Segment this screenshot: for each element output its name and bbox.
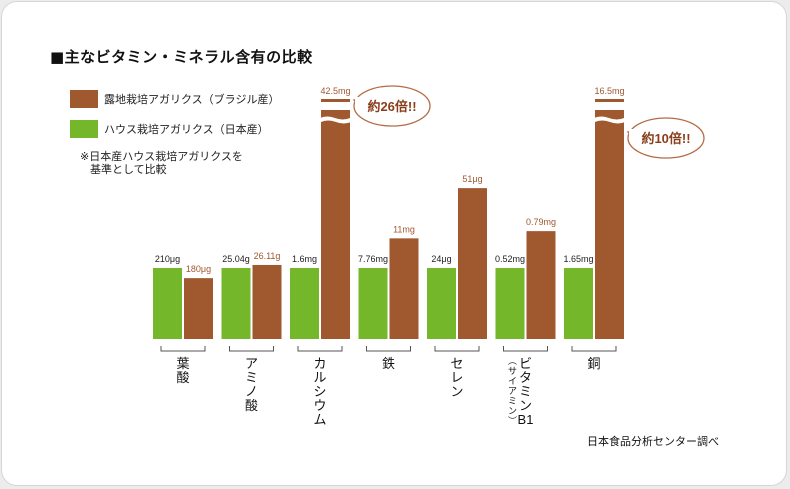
- axis-break-2: [320, 116, 351, 124]
- chart-title: ■主なビタミン・ミネラル含有の比較: [50, 48, 313, 66]
- baseline-note-line-2: 基準として比較: [90, 163, 167, 176]
- category-bracket-1: [229, 346, 274, 352]
- legend-item-brazil: 露地栽培アガリクス（ブラジル産）: [70, 90, 279, 108]
- callout-mask-1: [629, 129, 635, 141]
- category-sublabel-5-char-3: ア: [508, 386, 517, 396]
- value-label-brazil-2: 42.5mg: [320, 86, 350, 96]
- category-label-2-char-1: ル: [313, 370, 326, 385]
- category-label-0-char-0: 葉: [176, 356, 189, 371]
- category-sublabel-5-char-2: イ: [508, 376, 517, 386]
- value-label-brazil-0: 180μg: [186, 264, 211, 274]
- bar-japan-4: [427, 268, 456, 339]
- value-label-japan-1: 25.04g: [222, 254, 250, 264]
- category-label-5-char-4: B1: [518, 412, 534, 427]
- category-label-5-char-3: ン: [519, 398, 532, 413]
- category-label-6-char-0: 銅: [587, 356, 600, 371]
- category-bracket-0: [160, 346, 206, 352]
- category-label-2-char-4: ム: [313, 412, 326, 427]
- value-label-brazil-6: 16.5mg: [594, 86, 624, 96]
- value-label-japan-5: 0.52mg: [495, 254, 525, 264]
- bar-brazil-6: [595, 110, 624, 339]
- callout-mask-0: [355, 97, 361, 109]
- value-label-japan-2: 1.6mg: [292, 254, 317, 264]
- value-label-brazil-3: 11mg: [393, 224, 415, 234]
- category-bracket-5: [503, 346, 548, 352]
- bar-brazil-0: [184, 278, 213, 339]
- source-credit: 日本食品分析センター調べ: [587, 435, 719, 448]
- category-label-5-char-1: タ: [519, 370, 532, 385]
- category-label-0-char-1: 酸: [176, 370, 189, 385]
- category-label-1-char-3: 酸: [245, 398, 258, 413]
- category-bracket-6: [571, 346, 617, 352]
- legend-label-brazil: 露地栽培アガリクス（ブラジル産）: [104, 93, 280, 106]
- category-label-2-char-2: シ: [313, 384, 326, 399]
- bar-brazil-5: [526, 231, 556, 339]
- category-label-4-char-2: ン: [450, 384, 463, 399]
- bar-brazil-3: [389, 238, 419, 339]
- callout-text-0: 約26倍!!: [367, 99, 416, 114]
- value-label-brazil-5: 0.79mg: [526, 217, 556, 227]
- bar-japan-5: [495, 268, 525, 339]
- category-sublabel-5-char-4: ミ: [508, 396, 517, 406]
- bar-brazil-cap-6: [595, 99, 624, 102]
- legend-swatch-brazil: [70, 90, 98, 108]
- category-bracket-2: [297, 346, 343, 352]
- category-label-4-char-1: レ: [450, 370, 463, 385]
- bar-japan-6: [564, 268, 593, 339]
- value-label-brazil-4: 51μg: [462, 174, 482, 184]
- bar-brazil-cap-2: [321, 99, 350, 102]
- category-sublabel-5-char-1: サ: [508, 366, 517, 376]
- value-label-japan-3: 7.76mg: [358, 254, 388, 264]
- category-label-1-char-1: ミ: [245, 370, 258, 385]
- category-label-5-char-0: ビ: [519, 356, 532, 371]
- bar-brazil-1: [252, 264, 282, 339]
- value-label-brazil-1: 26.11g: [254, 251, 281, 261]
- value-label-japan-6: 1.65mg: [563, 254, 593, 264]
- category-bracket-3: [366, 346, 411, 352]
- legend-swatch-japan: [70, 120, 98, 138]
- baseline-note-line-1: ※日本産ハウス栽培アガリクスを: [80, 150, 243, 163]
- category-label-2-char-3: ウ: [313, 398, 326, 413]
- axis-break-6: [594, 116, 625, 124]
- baseline-note: ※日本産ハウス栽培アガリクスを 基準として比較: [80, 150, 243, 176]
- category-label-3-char-0: 鉄: [382, 356, 395, 371]
- legend-item-japan: ハウス栽培アガリクス（日本産）: [70, 120, 269, 138]
- category-label-2-char-0: カ: [313, 356, 326, 371]
- category-sublabel-5-char-0: ︵: [508, 356, 517, 366]
- bar-brazil-2: [321, 110, 350, 339]
- value-label-japan-0: 210μg: [155, 254, 180, 264]
- value-label-japan-4: 24μg: [431, 254, 451, 264]
- bar-brazil-4: [458, 188, 487, 339]
- legend-label-japan: ハウス栽培アガリクス（日本産）: [104, 123, 269, 136]
- callout-bubble-0: [353, 85, 431, 127]
- callout-bubble-1: [627, 117, 705, 159]
- category-label-4-char-0: セ: [450, 356, 463, 371]
- category-sublabel-5-char-6: ︶: [508, 416, 517, 426]
- category-label-1-char-2: ノ: [245, 384, 258, 399]
- category-label-1-char-0: ア: [245, 356, 258, 371]
- bar-japan-3: [358, 268, 388, 339]
- bar-japan-2: [290, 268, 319, 339]
- bar-japan-1: [221, 268, 251, 339]
- category-bracket-4: [434, 346, 480, 352]
- category-sublabel-5-char-5: ン: [508, 406, 517, 416]
- bar-japan-0: [153, 268, 182, 339]
- callout-text-1: 約10倍!!: [641, 131, 690, 146]
- category-label-5-char-2: ミ: [519, 384, 532, 399]
